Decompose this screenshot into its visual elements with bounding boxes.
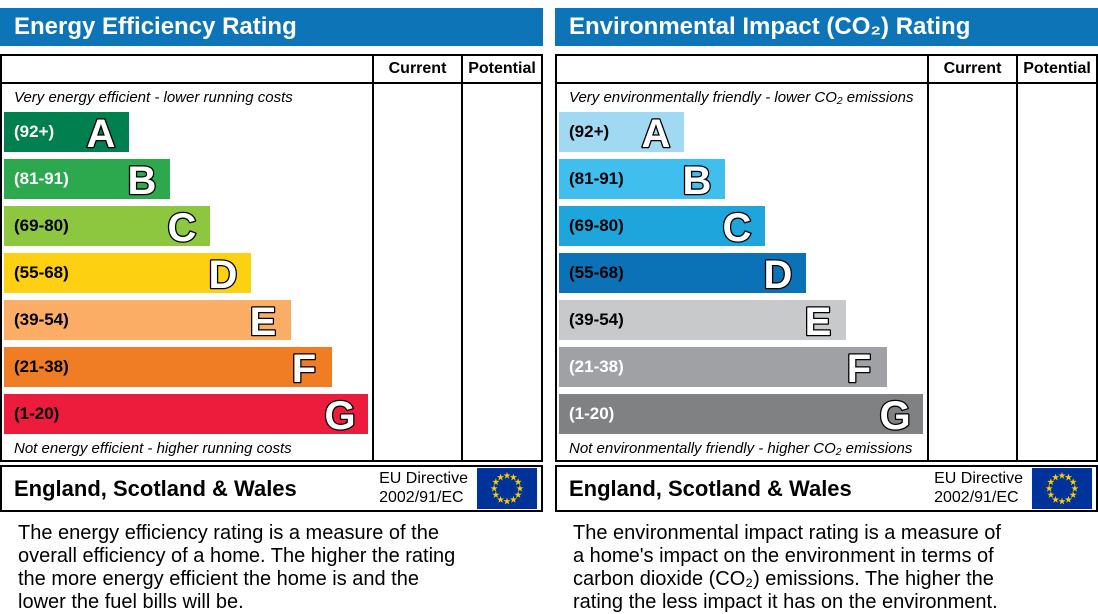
co2-footer: England, Scotland & Wales EU Directive 2… xyxy=(555,465,1098,512)
energy-table-corner-cell xyxy=(2,56,372,82)
co2-band-e: (39-54) E xyxy=(559,298,847,345)
svg-text:A: A xyxy=(87,112,116,156)
band-range-label: (55-68) xyxy=(14,262,69,282)
energy-table-header-row: Current Potential xyxy=(2,56,541,84)
co2-impact-panel: Environmental Impact (CO₂) Rating Curren… xyxy=(555,0,1098,614)
svg-text:D: D xyxy=(208,253,237,297)
co2-band-d: (55-68) D xyxy=(559,251,806,298)
svg-text:D: D xyxy=(763,253,792,297)
svg-text:B: B xyxy=(127,159,156,203)
co2-table-corner-cell xyxy=(557,56,927,82)
energy-footer: England, Scotland & Wales EU Directive 2… xyxy=(0,465,543,512)
co2-potential-column-cell xyxy=(1016,84,1096,460)
energy-table-body: Very energy efficient - lower running co… xyxy=(2,84,541,460)
co2-bottom-caption: Not environmentally friendly - higher CO… xyxy=(569,440,913,457)
energy-potential-column-cell xyxy=(461,84,541,460)
band-range-label: (81-91) xyxy=(569,168,624,188)
svg-text:E: E xyxy=(805,300,832,344)
co2-band-f: (21-38) F xyxy=(559,345,887,392)
band-letter: F xyxy=(845,345,872,392)
svg-text:B: B xyxy=(682,159,711,203)
band-letter: G xyxy=(878,392,912,439)
co2-band-b: (81-91) B xyxy=(559,157,725,204)
eu-flag-icon xyxy=(1031,468,1093,509)
band-letter: B xyxy=(681,157,712,204)
eu-directive-line2: 2002/91/EC xyxy=(379,488,464,506)
co2-current-column-header: Current xyxy=(927,56,1016,82)
eu-directive-label: EU Directive 2002/91/EC xyxy=(934,470,1023,507)
energy-current-column-header: Current xyxy=(372,56,461,82)
co2-band-g: (1-20) G xyxy=(559,392,924,439)
eu-directive-line1: EU Directive xyxy=(934,470,1023,488)
co2-table-header-row: Current Potential xyxy=(557,56,1096,84)
band-range-label: (55-68) xyxy=(569,262,624,282)
energy-potential-column-header: Potential xyxy=(461,56,541,82)
co2-band-c: (69-80) C xyxy=(559,204,766,251)
energy-band-scale: Very energy efficient - lower running co… xyxy=(2,84,372,460)
co2-band-scale: Very environmentally friendly - lower CO… xyxy=(557,84,927,460)
svg-text:C: C xyxy=(168,206,197,250)
eu-directive-line1: EU Directive xyxy=(379,470,468,488)
band-range-label: (1-20) xyxy=(14,403,60,423)
energy-top-caption: Very energy efficient - lower running co… xyxy=(14,89,293,106)
band-range-label: (21-38) xyxy=(14,356,69,376)
energy-bottom-caption: Not energy efficient - higher running co… xyxy=(14,440,292,457)
co2-top-caption: Very environmentally friendly - lower CO… xyxy=(569,89,914,106)
band-letter: C xyxy=(721,204,752,251)
svg-text:C: C xyxy=(723,206,752,250)
energy-band-a: (92+) A xyxy=(4,110,130,157)
band-range-label: (69-80) xyxy=(569,215,624,235)
region-label: England, Scotland & Wales xyxy=(14,475,297,501)
svg-text:A: A xyxy=(642,112,671,156)
band-letter: F xyxy=(290,345,317,392)
band-letter: E xyxy=(803,298,832,345)
band-letter: D xyxy=(207,251,238,298)
band-letter: B xyxy=(126,157,157,204)
band-letter: A xyxy=(85,110,116,157)
svg-text:G: G xyxy=(880,394,911,438)
svg-text:F: F xyxy=(846,347,870,391)
svg-text:E: E xyxy=(250,300,277,344)
band-range-label: (39-54) xyxy=(14,309,69,329)
energy-description-text: The energy efficiency rating is a measur… xyxy=(18,522,456,613)
energy-rating-table: Current Potential Very energy efficient … xyxy=(0,54,543,462)
co2-rating-table: Current Potential Very environmentally f… xyxy=(555,54,1098,462)
co2-table-body: Very environmentally friendly - lower CO… xyxy=(557,84,1096,460)
energy-band-g: (1-20) G xyxy=(4,392,369,439)
eu-flag-icon xyxy=(476,468,538,509)
band-range-label: (1-20) xyxy=(569,403,615,423)
band-letter: A xyxy=(640,110,671,157)
co2-band-a: (92+) A xyxy=(559,110,685,157)
band-letter: C xyxy=(166,204,197,251)
energy-band-b: (81-91) B xyxy=(4,157,170,204)
energy-efficiency-panel: Energy Efficiency Rating Current Potenti… xyxy=(0,0,543,614)
band-letter: G xyxy=(323,392,357,439)
co2-potential-column-header: Potential xyxy=(1016,56,1096,82)
energy-band-d: (55-68) D xyxy=(4,251,251,298)
co2-panel-title: Environmental Impact (CO₂) Rating xyxy=(555,8,1098,46)
band-range-label: (69-80) xyxy=(14,215,69,235)
band-range-label: (39-54) xyxy=(569,309,624,329)
co2-current-column-cell xyxy=(927,84,1016,460)
energy-band-f: (21-38) F xyxy=(4,345,332,392)
band-range-label: (81-91) xyxy=(14,168,69,188)
svg-text:F: F xyxy=(291,347,315,391)
energy-current-column-cell xyxy=(372,84,461,460)
band-range-label: (92+) xyxy=(569,121,610,141)
region-label: England, Scotland & Wales xyxy=(569,475,852,501)
energy-band-e: (39-54) E xyxy=(4,298,292,345)
co2-description-text: The environmental impact rating is a mea… xyxy=(573,522,1001,613)
band-letter: D xyxy=(762,251,793,298)
band-range-label: (92+) xyxy=(14,121,55,141)
band-letter: E xyxy=(248,298,277,345)
svg-text:G: G xyxy=(325,394,356,438)
band-range-label: (21-38) xyxy=(569,356,624,376)
eu-directive-label: EU Directive 2002/91/EC xyxy=(379,470,468,507)
energy-band-c: (69-80) C xyxy=(4,204,211,251)
energy-panel-title: Energy Efficiency Rating xyxy=(0,8,543,46)
eu-directive-line2: 2002/91/EC xyxy=(934,488,1019,506)
